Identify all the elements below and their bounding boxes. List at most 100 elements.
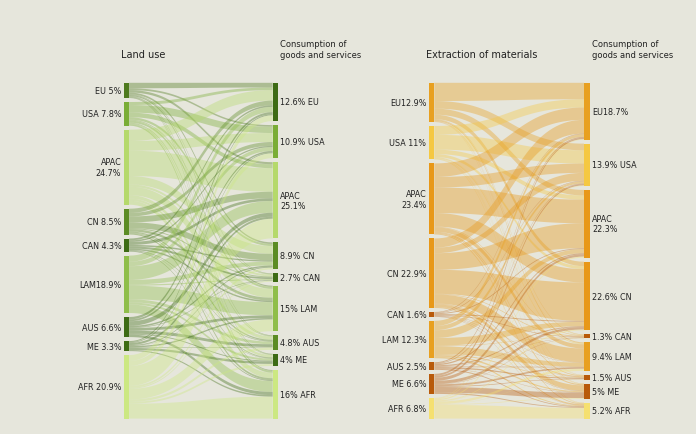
Text: LAM 12.3%: LAM 12.3% bbox=[381, 335, 426, 344]
Polygon shape bbox=[434, 316, 584, 378]
Polygon shape bbox=[129, 108, 273, 262]
Text: AFR 20.9%: AFR 20.9% bbox=[78, 382, 121, 391]
Polygon shape bbox=[434, 322, 584, 346]
Bar bbox=[429, 362, 434, 370]
Bar bbox=[429, 312, 434, 317]
Polygon shape bbox=[434, 164, 584, 188]
Text: AUS 2.5%: AUS 2.5% bbox=[387, 362, 426, 371]
Polygon shape bbox=[434, 253, 584, 365]
Polygon shape bbox=[434, 316, 584, 338]
Polygon shape bbox=[434, 316, 584, 391]
Text: 1.5% AUS: 1.5% AUS bbox=[592, 373, 631, 382]
Text: 1.3% CAN: 1.3% CAN bbox=[592, 332, 632, 341]
Polygon shape bbox=[434, 338, 584, 346]
Bar bbox=[429, 321, 434, 358]
Polygon shape bbox=[129, 118, 273, 247]
Polygon shape bbox=[434, 158, 584, 345]
Text: USA 11%: USA 11% bbox=[389, 139, 426, 148]
Polygon shape bbox=[434, 181, 584, 313]
Polygon shape bbox=[129, 232, 273, 341]
Polygon shape bbox=[129, 233, 273, 358]
Polygon shape bbox=[434, 367, 584, 379]
Polygon shape bbox=[434, 233, 584, 385]
Polygon shape bbox=[129, 281, 273, 346]
Polygon shape bbox=[129, 279, 273, 286]
Polygon shape bbox=[129, 91, 273, 141]
Polygon shape bbox=[129, 95, 273, 274]
Text: 4.8% AUS: 4.8% AUS bbox=[280, 338, 319, 347]
Polygon shape bbox=[434, 367, 584, 368]
Polygon shape bbox=[434, 100, 584, 135]
Polygon shape bbox=[434, 184, 584, 364]
Text: 16% AFR: 16% AFR bbox=[280, 390, 316, 399]
Polygon shape bbox=[129, 299, 273, 345]
Polygon shape bbox=[129, 96, 273, 287]
Polygon shape bbox=[434, 249, 584, 314]
Bar bbox=[429, 374, 434, 394]
Text: Extraction of materials: Extraction of materials bbox=[426, 50, 537, 60]
Bar bbox=[584, 262, 590, 331]
Polygon shape bbox=[434, 354, 584, 378]
Polygon shape bbox=[434, 369, 584, 407]
Polygon shape bbox=[434, 159, 584, 404]
Text: APAC
24.7%: APAC 24.7% bbox=[96, 158, 121, 178]
Polygon shape bbox=[129, 125, 273, 373]
Polygon shape bbox=[129, 397, 273, 419]
Polygon shape bbox=[434, 102, 584, 151]
Polygon shape bbox=[129, 153, 273, 343]
Polygon shape bbox=[129, 199, 273, 358]
Bar bbox=[584, 191, 590, 258]
Polygon shape bbox=[434, 182, 584, 330]
Polygon shape bbox=[434, 232, 584, 376]
Polygon shape bbox=[129, 177, 273, 254]
Polygon shape bbox=[129, 250, 273, 342]
Polygon shape bbox=[129, 154, 273, 366]
Text: 8.9% CN: 8.9% CN bbox=[280, 252, 315, 261]
Polygon shape bbox=[434, 294, 584, 337]
Polygon shape bbox=[129, 320, 273, 400]
Polygon shape bbox=[434, 108, 584, 178]
Polygon shape bbox=[434, 122, 584, 403]
Polygon shape bbox=[129, 113, 273, 169]
Bar bbox=[124, 256, 129, 313]
Polygon shape bbox=[434, 305, 584, 391]
Polygon shape bbox=[129, 281, 273, 389]
Polygon shape bbox=[434, 109, 584, 196]
Bar bbox=[124, 239, 129, 252]
Polygon shape bbox=[129, 192, 273, 223]
Bar bbox=[124, 341, 129, 351]
Polygon shape bbox=[434, 121, 584, 248]
Bar bbox=[273, 126, 278, 159]
Text: APAC
23.4%: APAC 23.4% bbox=[401, 190, 426, 209]
Polygon shape bbox=[434, 159, 584, 385]
Polygon shape bbox=[129, 229, 273, 278]
Polygon shape bbox=[129, 115, 273, 342]
Polygon shape bbox=[129, 217, 273, 345]
Polygon shape bbox=[129, 280, 273, 328]
Bar bbox=[273, 335, 278, 350]
Bar bbox=[124, 317, 129, 337]
Polygon shape bbox=[434, 228, 584, 349]
Text: Consumption of
goods and services: Consumption of goods and services bbox=[592, 40, 673, 60]
Bar bbox=[429, 127, 434, 160]
Polygon shape bbox=[434, 135, 584, 326]
Polygon shape bbox=[434, 84, 584, 102]
Bar bbox=[429, 84, 434, 123]
Bar bbox=[429, 164, 434, 235]
Polygon shape bbox=[129, 247, 273, 279]
Bar bbox=[273, 286, 278, 332]
Polygon shape bbox=[434, 368, 584, 393]
Polygon shape bbox=[434, 379, 584, 404]
Polygon shape bbox=[129, 364, 273, 404]
Bar bbox=[584, 84, 590, 140]
Polygon shape bbox=[129, 113, 273, 320]
Bar bbox=[429, 398, 434, 419]
Text: 5.2% AFR: 5.2% AFR bbox=[592, 406, 631, 415]
Polygon shape bbox=[434, 314, 584, 322]
Text: 15% LAM: 15% LAM bbox=[280, 304, 317, 313]
Text: 9.4% LAM: 9.4% LAM bbox=[592, 352, 632, 362]
Polygon shape bbox=[129, 91, 273, 165]
Polygon shape bbox=[434, 257, 584, 401]
Bar bbox=[429, 239, 434, 308]
Polygon shape bbox=[129, 93, 273, 244]
